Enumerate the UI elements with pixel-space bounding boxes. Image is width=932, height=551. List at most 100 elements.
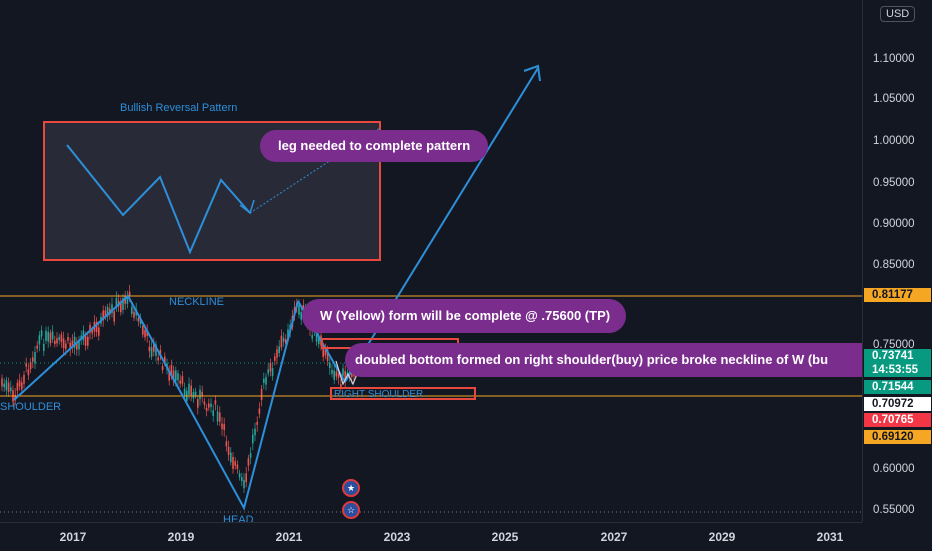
candle-body — [10, 387, 12, 392]
currency-button[interactable]: USD — [880, 6, 916, 22]
candle-body — [227, 446, 230, 455]
candle-body — [208, 403, 210, 408]
w-pattern-line — [335, 360, 362, 386]
candle-body — [175, 370, 177, 381]
candle-body — [203, 401, 206, 405]
price-tick-label: 0.95000 — [873, 177, 915, 189]
leg-needed-bubble[interactable]: leg needed to complete pattern — [260, 130, 489, 162]
price-tag: 0.70765 — [864, 413, 931, 427]
candle-body — [115, 298, 118, 308]
price-tag: 0.81177 — [864, 288, 931, 302]
candle-body — [225, 441, 228, 447]
candle-body — [62, 338, 65, 349]
candle-body — [18, 380, 21, 387]
candle-body — [269, 362, 272, 372]
candle-body — [133, 311, 135, 318]
candle-body — [104, 310, 107, 318]
time-tick-label: 2029 — [708, 530, 736, 544]
price-tag: 0.70972 — [864, 397, 931, 411]
candle-body — [34, 352, 36, 364]
price-tick-label: 0.60000 — [873, 463, 915, 475]
candle-body — [282, 337, 285, 342]
candle-body — [197, 399, 199, 408]
candle-body — [181, 376, 184, 384]
candle-body — [265, 376, 267, 385]
candle-body — [315, 330, 318, 342]
candle-body — [49, 332, 52, 344]
candle-body — [190, 385, 192, 396]
right-shoulder-box — [330, 387, 476, 400]
candle-body — [212, 410, 214, 416]
time-tick-label: 2021 — [275, 530, 303, 544]
candle-body — [331, 369, 333, 374]
candle-body — [335, 371, 338, 377]
candle-body — [254, 428, 256, 436]
candle-body — [177, 373, 179, 381]
candle-body — [69, 342, 71, 350]
w-complete-bubble[interactable]: W (Yellow) form will be complete @ .7560… — [302, 299, 627, 333]
candle-body — [150, 347, 153, 357]
candle-body — [67, 337, 69, 341]
candle-body — [238, 473, 241, 478]
candle-body — [322, 349, 324, 358]
candle-body — [210, 403, 212, 407]
price-tick-label: 0.55000 — [873, 504, 915, 516]
candle-body — [87, 336, 89, 346]
candle-body — [258, 408, 261, 414]
candle-body — [230, 452, 232, 463]
candle-body — [170, 365, 173, 376]
time-tick-label: 2025 — [491, 530, 519, 544]
double-bottom-bubble[interactable]: doubled bottom formed on right shoulder(… — [345, 343, 862, 377]
candle-body — [276, 349, 278, 358]
australia-flag-icon[interactable]: ★ — [342, 479, 360, 497]
candle-body — [164, 356, 166, 363]
candle-body — [131, 306, 133, 314]
candle-body — [232, 456, 234, 469]
candle-body — [56, 338, 58, 344]
candle-body — [58, 337, 60, 341]
time-axis[interactable]: 2017 2019 2021 2023 2025 2027 2029 2031 — [0, 522, 862, 551]
candle-body — [221, 423, 223, 429]
candle-body — [43, 343, 45, 352]
price-axis[interactable]: 1.10000 1.05000 1.00000 0.95000 0.90000 0.850… — [862, 0, 932, 522]
candle-body — [236, 464, 239, 469]
candle-body — [280, 335, 283, 348]
candle-body — [32, 357, 34, 362]
shoulder-label: SHOULDER — [0, 401, 62, 413]
candle-body — [137, 317, 140, 322]
candle-body — [25, 363, 27, 367]
candle-body — [7, 382, 10, 392]
candle-body — [194, 391, 197, 396]
candle-body — [342, 368, 344, 376]
candle-body — [278, 346, 280, 354]
candle-body — [84, 336, 87, 346]
candle-body — [51, 331, 54, 340]
candle-body — [329, 362, 331, 369]
candle-body — [47, 331, 49, 342]
candle-body — [73, 336, 76, 348]
chart-canvas[interactable] — [0, 0, 862, 522]
candle-body — [139, 318, 142, 324]
candle-body — [188, 383, 190, 395]
price-tag: 0.73741 — [864, 349, 931, 363]
candle-body — [153, 343, 155, 352]
usa-flag-icon[interactable]: ☆ — [342, 501, 360, 519]
projection-arrowhead — [523, 64, 541, 82]
candle-body — [179, 380, 181, 384]
candle-body — [324, 346, 327, 356]
candle-body — [285, 339, 287, 344]
candle-body — [54, 340, 56, 345]
price-tick-label: 1.00000 — [873, 135, 915, 147]
candle-body — [214, 400, 217, 405]
candle-body — [102, 310, 104, 321]
candle-body — [71, 340, 74, 348]
candle-body — [245, 473, 247, 483]
candle-body — [122, 298, 124, 310]
candle-body — [144, 330, 146, 338]
candle-body — [29, 362, 32, 370]
candle-body — [40, 330, 43, 337]
candle-body — [219, 412, 221, 422]
candle-body — [65, 343, 67, 349]
time-tick-label: 2019 — [167, 530, 195, 544]
candle-body — [247, 458, 250, 466]
